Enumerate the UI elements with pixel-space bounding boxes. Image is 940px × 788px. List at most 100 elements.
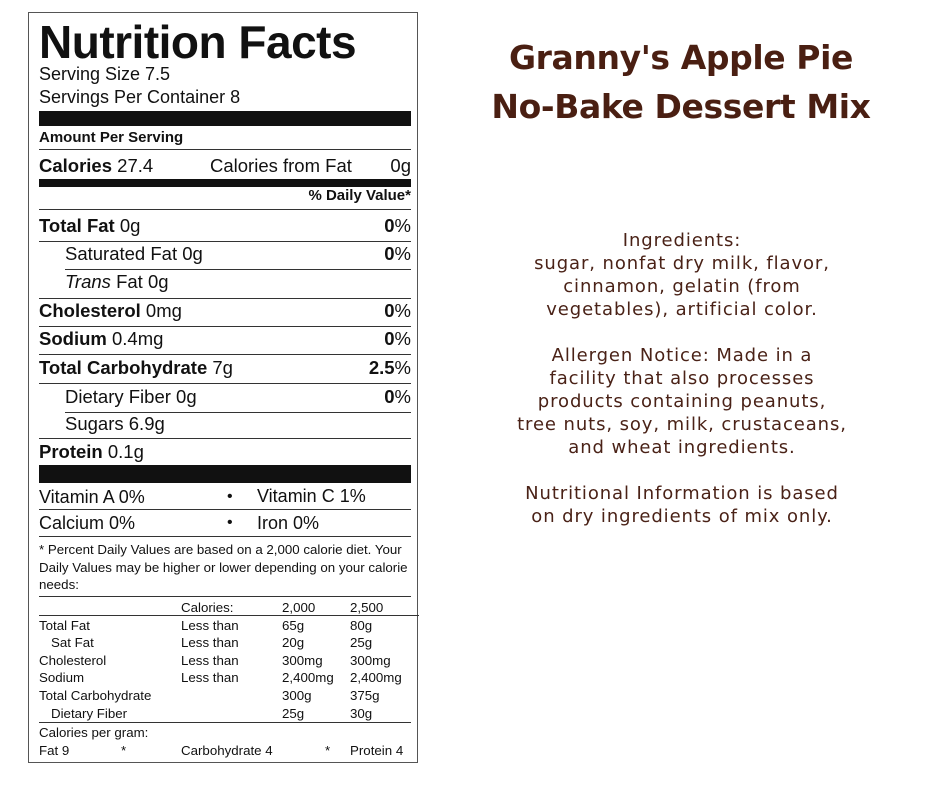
product-title-line-2: No-Bake Dessert Mix: [491, 87, 871, 126]
nutrient-row-dietary-fiber: Dietary Fiber 0g 0%: [65, 385, 411, 409]
nutrient-name: Total Fat: [39, 215, 115, 236]
divider: [39, 596, 411, 597]
divider: [39, 326, 411, 327]
iron: Iron 0%: [257, 513, 320, 533]
medium-divider: [39, 179, 411, 187]
table-row: Sodium Less than 2,400mg 2,400mg: [39, 670, 402, 686]
nutrient-name: Sodium: [39, 328, 107, 349]
vitamin-a: Vitamin A 0%: [39, 487, 145, 507]
thick-divider: [39, 111, 411, 126]
nutrient-row-total-fat: Total Fat 0g 0%: [39, 214, 411, 238]
vitamin-c: Vitamin C 1%: [257, 486, 366, 506]
calories-from-fat-value: 0g: [390, 155, 411, 176]
calories-row: Calories 27.4 Calories from Fat 0g: [39, 154, 411, 178]
divider: [39, 438, 411, 439]
allergen-line: Allergen Notice: Made in a: [551, 345, 813, 366]
thick-divider: [39, 465, 411, 483]
divider: [39, 383, 411, 384]
table-row: Dietary Fiber 25g 30g: [51, 705, 373, 721]
ingredients-line: vegetables), artificial color.: [546, 299, 818, 320]
nutrition-facts-title: Nutrition Facts: [39, 16, 357, 68]
divider: [39, 298, 411, 299]
nutrient-row-protein: Protein 0.1g: [39, 440, 411, 464]
nutrient-amount: 0g: [176, 386, 197, 407]
nutrient-name: Trans: [65, 271, 111, 292]
daily-value-table: Calories: 2,000 2,500 Total Fat Less tha…: [39, 599, 419, 722]
nutrition-note: Nutritional Information is based on dry …: [470, 482, 894, 528]
allergen-line: tree nuts, soy, milk, crustaceans,: [517, 414, 847, 435]
product-title-line-1: Granny's Apple Pie: [508, 38, 853, 77]
nutrition-facts-label: Nutrition Facts Serving Size 7.5 Serving…: [28, 12, 419, 763]
nutrient-daily-value: 2.5%: [368, 357, 411, 378]
daily-value-footnote: * Percent Daily Values are based on a 2,…: [39, 542, 408, 592]
calories-label: Calories: [39, 155, 113, 176]
nutrient-name: Saturated Fat: [65, 243, 178, 264]
table-row: Total Fat Less than 65g 80g: [39, 617, 373, 633]
calories-value: 27.4: [117, 155, 154, 176]
daily-value-header: % Daily Value*: [308, 187, 411, 204]
cpg-fat: Fat 9: [39, 743, 70, 758]
nutrition-note-line: Nutritional Information is based: [525, 483, 839, 504]
bullet: •: [227, 488, 233, 505]
servings-per-container: Servings Per Container 8: [39, 87, 241, 107]
allergen-notice: Allergen Notice: Made in a facility that…: [470, 344, 894, 459]
nutrient-amount: 6.9g: [128, 413, 165, 434]
allergen-line: and wheat ingredients.: [568, 437, 796, 458]
nutrient-name: Dietary Fiber: [65, 386, 171, 407]
nutrient-daily-value: 0%: [384, 243, 411, 264]
nutrient-daily-value: 0%: [384, 215, 411, 236]
nutrient-name: Cholesterol: [39, 300, 141, 321]
nutrient-name: Protein: [39, 441, 103, 462]
nutrient-row-total-carbohydrate: Total Carbohydrate 7g 2.5%: [39, 356, 411, 380]
table-row: Cholesterol Less than 300mg 300mg: [39, 652, 391, 668]
nutrient-amount: 7g: [212, 357, 233, 378]
allergen-line: products containing peanuts,: [537, 391, 827, 412]
ingredients-heading: Ingredients:: [622, 230, 742, 251]
calcium: Calcium 0%: [39, 513, 136, 533]
cpg-protein: Protein 4: [350, 743, 404, 758]
ingredients-line: cinnamon, gelatin (from: [563, 276, 801, 297]
divider: [39, 241, 411, 242]
divider: [39, 722, 411, 723]
allergen-line: facility that also processes: [549, 368, 815, 389]
calories-per-gram: Calories per gram:: [39, 725, 149, 740]
cpg-carbohydrate: Carbohydrate 4: [181, 743, 273, 758]
nutrient-amount: 0.1g: [107, 441, 144, 462]
nutrient-amount: 0g: [147, 271, 169, 292]
table-row: Calories: 2,000 2,500: [181, 600, 384, 615]
nutrient-row-trans-fat: Trans Fat 0g: [65, 271, 169, 292]
divider: [39, 615, 419, 616]
ingredients-section: Ingredients: sugar, nonfat dry milk, fla…: [470, 229, 894, 321]
nutrient-row-sodium: Sodium 0.4mg 0%: [39, 327, 411, 351]
nutrient-row-cholesterol: Cholesterol 0mg 0%: [39, 299, 411, 323]
cpg-separator: *: [121, 743, 127, 758]
divider: [39, 149, 411, 150]
bullet: •: [227, 514, 233, 531]
nutrient-amount: 0.4mg: [111, 328, 164, 349]
nutrient-amount: 0mg: [145, 300, 182, 321]
nutrient-name: Sugars: [65, 413, 124, 434]
cpg-separator: *: [325, 743, 331, 758]
divider: [39, 354, 411, 355]
nutrition-note-line: on dry ingredients of mix only.: [531, 506, 833, 527]
nutrition-facts-inner: Nutrition Facts Serving Size 7.5 Serving…: [39, 13, 419, 762]
ingredients-line: sugar, nonfat dry milk, flavor,: [534, 253, 830, 274]
nutrient-daily-value: 0%: [384, 300, 411, 321]
divider: [39, 209, 411, 210]
divider: [65, 269, 411, 270]
table-row: Sat Fat Less than 20g 25g: [51, 635, 373, 651]
nutrient-amount: 0g: [182, 243, 203, 264]
divider: [39, 536, 411, 537]
nutrient-daily-value: 0%: [384, 386, 411, 407]
calories-from-fat-label: Calories from Fat: [210, 155, 352, 176]
amount-per-serving: Amount Per Serving: [39, 129, 184, 146]
nutrient-name: Total Carbohydrate: [39, 357, 208, 378]
table-row: Total Carbohydrate 300g 375g: [39, 687, 380, 703]
nutrient-amount: 0g: [119, 215, 141, 236]
nutrient-row-saturated-fat: Saturated Fat 0g 0%: [65, 242, 411, 266]
serving-size: Serving Size 7.5: [39, 64, 171, 84]
divider: [65, 412, 411, 413]
nutrient-row-sugars: Sugars 6.9g: [65, 412, 411, 436]
nutrient-daily-value: 0%: [384, 328, 411, 349]
divider: [39, 509, 411, 510]
